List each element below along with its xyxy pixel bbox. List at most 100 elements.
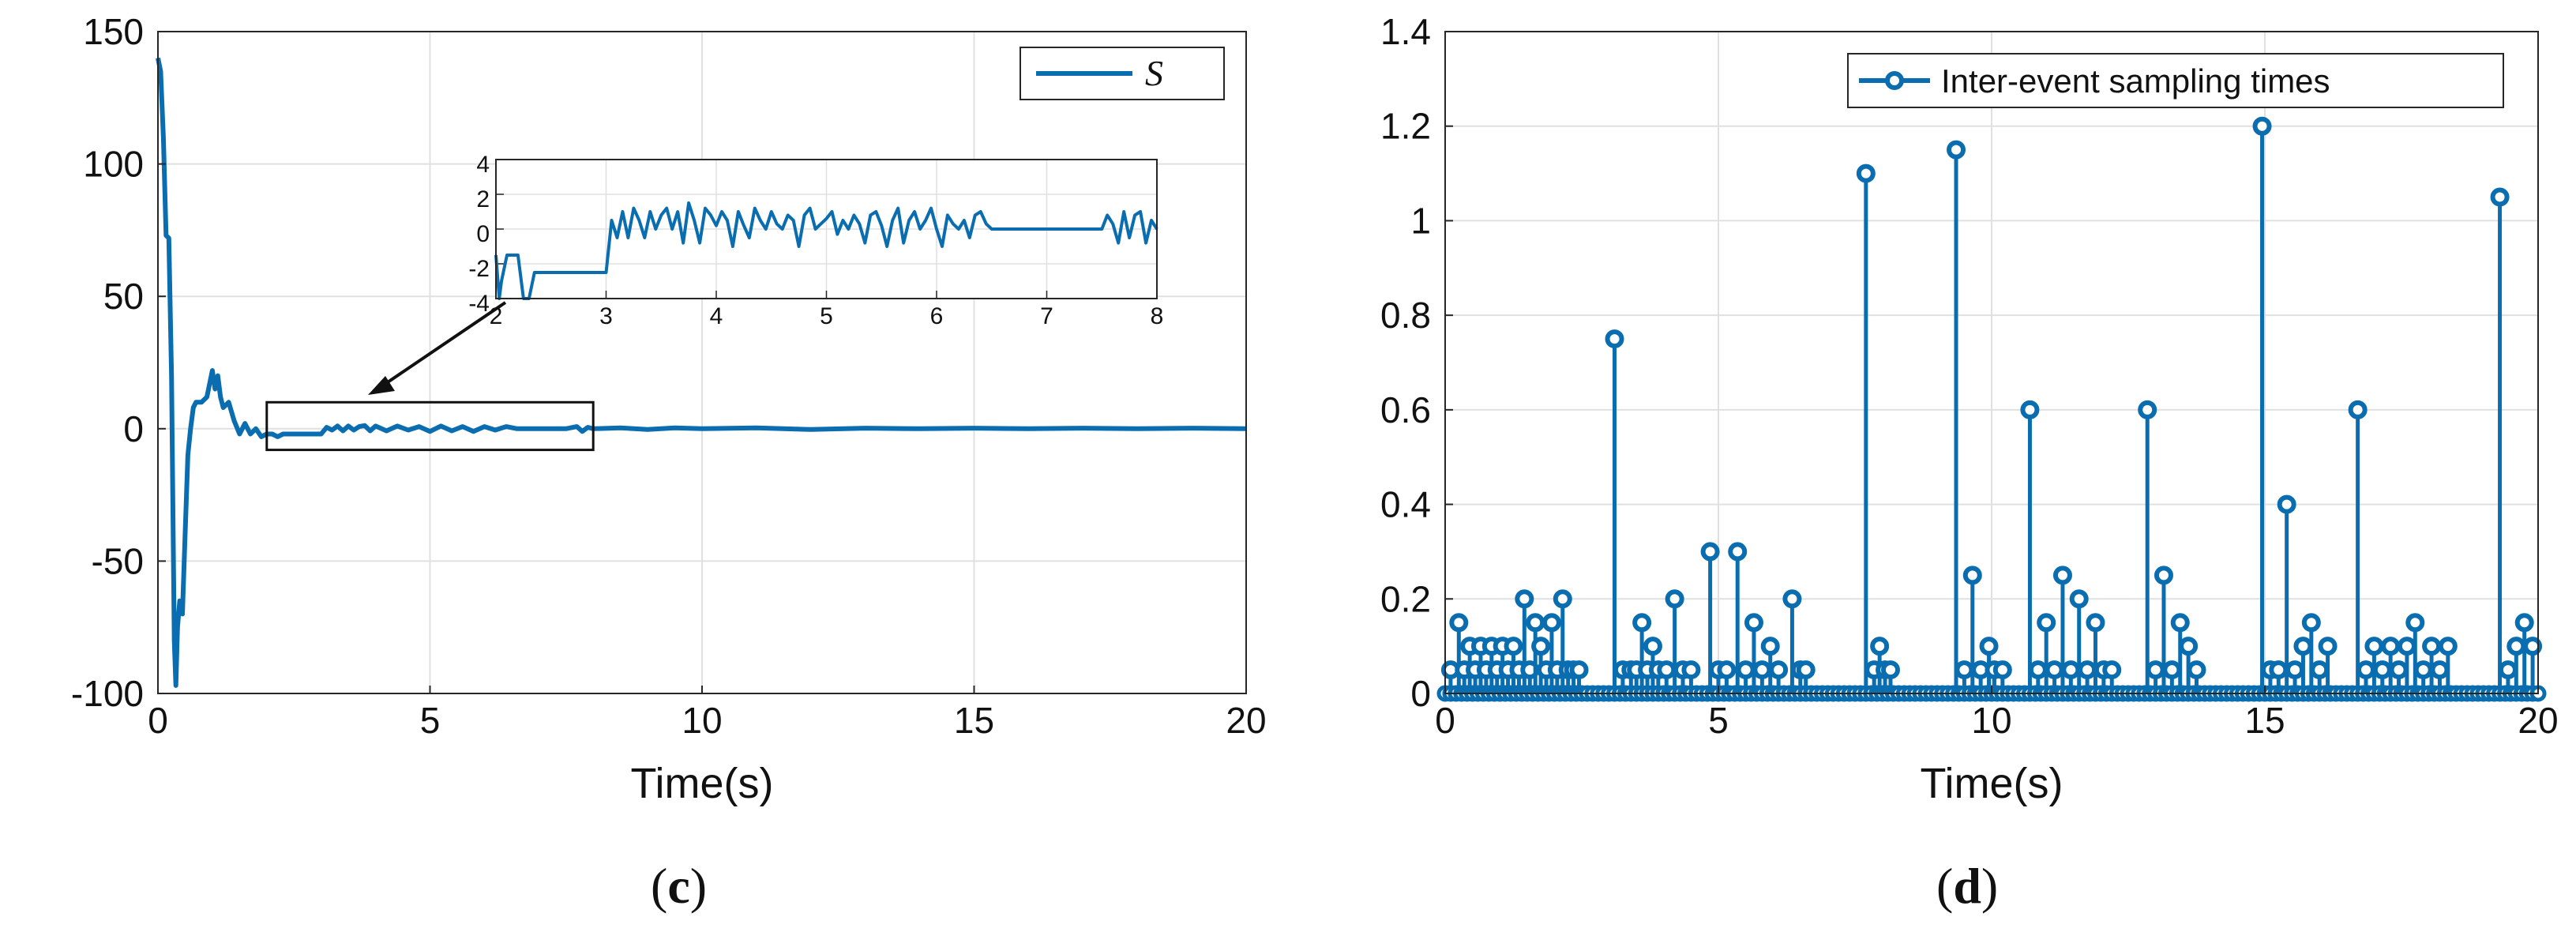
panel-d-x-tick-label: 15 bbox=[2244, 700, 2285, 741]
caption-open-paren: ( bbox=[651, 858, 667, 914]
panel-d-y-tick-label: 1.2 bbox=[1380, 106, 1431, 147]
panel-d-stem-marker bbox=[2293, 637, 2313, 656]
panel-d-stem-marker bbox=[2405, 613, 2425, 633]
panel-d-x-tick-label: 20 bbox=[2518, 700, 2558, 741]
panel-d-stem-marker bbox=[1796, 660, 1816, 680]
caption-open-paren: ( bbox=[1936, 858, 1953, 914]
panel-c-inset-x-tick-label: 4 bbox=[710, 303, 723, 329]
panel-c-zoom-annotation bbox=[265, 301, 595, 452]
panel-d-stem-marker bbox=[1681, 660, 1701, 680]
panel-c-inset-series bbox=[494, 201, 1158, 300]
panel-d-stem-marker bbox=[2318, 637, 2338, 656]
panel-d-stem-marker bbox=[2162, 660, 2182, 680]
panel-d-stem-marker bbox=[1665, 589, 1684, 609]
panel-c-axes-frame bbox=[157, 31, 1247, 694]
panel-c-inset-y-tick-label: 0 bbox=[476, 221, 490, 247]
panel-d-stem-marker bbox=[1979, 637, 1999, 656]
panel-c-inset-series-line-s bbox=[494, 201, 1158, 300]
panel-c-series-line-s bbox=[156, 57, 1247, 688]
panel-c-x-tick-label: 10 bbox=[682, 700, 722, 741]
panel-c-y-tick-label: -50 bbox=[92, 540, 144, 581]
panel-d-stem-marker bbox=[1955, 660, 1974, 680]
panel-d-stem-marker bbox=[1643, 637, 1662, 656]
panel-c-zoom-arrow-line bbox=[379, 301, 507, 389]
panel-c-inset-tick-labels: 2 3 4 5 6 7 8 -4 -2 0 2 4 bbox=[468, 152, 1163, 329]
panel-d-stem-marker bbox=[1769, 660, 1789, 680]
panel-d-legend-label: Inter-event sampling times bbox=[1941, 62, 2330, 100]
panel-d-stem-marker bbox=[1752, 660, 1772, 680]
panel-d-stem-marker bbox=[1717, 660, 1737, 680]
panel-d-stem-marker bbox=[2301, 613, 2321, 633]
panel-d-x-axis-label: Time(s) bbox=[1921, 760, 2063, 807]
panel-d-stem-marker bbox=[2052, 566, 2072, 585]
panel-d-stem-marker bbox=[1657, 660, 1677, 680]
panel-d-stem-marker bbox=[1947, 140, 1966, 160]
panel-c-inset-y-tick-label: -2 bbox=[468, 256, 490, 282]
panel-d-stem-marker bbox=[1449, 613, 1469, 633]
panel-d-chart: 0 5 10 15 20 0 0.2 0.4 0.6 0.8 1 1.2 1.4 Time(s) Int… bbox=[1380, 11, 2559, 914]
caption-close-paren: ) bbox=[690, 858, 707, 914]
panel-c-y-tick-label: 0 bbox=[123, 408, 144, 449]
panel-d-stem-marker bbox=[2523, 637, 2543, 656]
panel-d-stem-marker bbox=[2310, 660, 2330, 680]
panel-c-inset-x-tick-label: 5 bbox=[820, 303, 833, 329]
panel-d-stem-marker bbox=[2372, 660, 2392, 680]
panel-d-stem-marker bbox=[2146, 660, 2165, 680]
panel-d-legend-swatch-marker bbox=[1885, 71, 1904, 90]
panel-c-inset-x-tick-label: 6 bbox=[930, 303, 944, 329]
panel-d-stem-marker bbox=[2269, 660, 2289, 680]
panel-d-y-tick-label: 0 bbox=[1410, 673, 1431, 714]
panel-d-y-tick-label: 1 bbox=[1410, 200, 1431, 241]
panel-d-stem-marker bbox=[1744, 613, 1763, 633]
panel-d-stem-marker bbox=[1632, 613, 1652, 633]
panel-c-inset-x-tick-label: 7 bbox=[1040, 303, 1053, 329]
panel-c-x-tick-label: 20 bbox=[1226, 700, 1266, 741]
panel-d-stem-marker bbox=[2389, 660, 2409, 680]
panel-d-stem-marker bbox=[2430, 660, 2450, 680]
panel-c-y-tick-label: -100 bbox=[71, 673, 144, 714]
panel-d-stem-marker bbox=[2514, 613, 2534, 633]
panel-c-zoom-box bbox=[265, 400, 595, 452]
panel-d-stem-marker bbox=[2102, 660, 2122, 680]
panel-d-stem-marker bbox=[1880, 660, 1900, 680]
panel-d-stem-marker bbox=[2285, 660, 2305, 680]
panel-d-stem-marker bbox=[2348, 400, 2368, 419]
panel-d-stem-marker bbox=[2045, 660, 2064, 680]
panel-d-stem-marker bbox=[1760, 637, 1780, 656]
panel-c-inset-x-tick-label: 3 bbox=[599, 303, 613, 329]
panel-d-stem-marker bbox=[2020, 400, 2040, 419]
panel-d-stem-marker bbox=[1728, 542, 1748, 562]
panel-d-stem-marker bbox=[1782, 589, 1802, 609]
panel-c-y-tick-label: 150 bbox=[83, 11, 144, 52]
panel-d-stem-marker bbox=[1541, 613, 1561, 633]
panel-d-stem-marker bbox=[2356, 660, 2376, 680]
panel-d-y-tick-label: 0.2 bbox=[1380, 578, 1431, 619]
panel-d-stem-marker bbox=[2413, 660, 2433, 680]
panel-d-stem-marker bbox=[2179, 637, 2199, 656]
panel-c-x-tick-label: 15 bbox=[954, 700, 994, 741]
panel-d-stem-marker bbox=[2422, 637, 2442, 656]
panel-c-inset-y-tick-label: 4 bbox=[476, 152, 490, 178]
panel-d-stem-marker bbox=[2252, 116, 2272, 136]
panel-d-stem-marker bbox=[2507, 637, 2526, 656]
panel-d-stem-marker bbox=[1553, 589, 1572, 609]
panel-c-zoom-arrow-head bbox=[368, 376, 395, 395]
panel-c-caption: (c) bbox=[651, 858, 707, 914]
panel-d-stem-marker bbox=[2397, 637, 2416, 656]
panel-d-stem-marker bbox=[1962, 566, 1982, 585]
panel-c-inset: 2 3 4 5 6 7 8 -4 -2 0 2 4 bbox=[468, 152, 1163, 329]
panel-d-stem-marker bbox=[1605, 329, 1624, 349]
panel-d-stem-marker bbox=[1700, 542, 1720, 562]
panel-c-y-tick-label: 50 bbox=[103, 276, 144, 317]
panel-d-stem-marker bbox=[2069, 589, 2089, 609]
panel-d-stem-marker bbox=[1515, 589, 1534, 609]
panel-d-axes-frame bbox=[1444, 31, 2539, 694]
panel-d-stem-marker bbox=[2187, 660, 2206, 680]
panel-d-y-tick-label: 0.6 bbox=[1380, 389, 1431, 430]
panel-d-stem-marker bbox=[2170, 613, 2190, 633]
panel-d-y-tick-label: 0.4 bbox=[1380, 484, 1431, 525]
panel-d-stem-marker bbox=[2490, 187, 2510, 207]
panel-d-legend: Inter-event sampling times bbox=[1847, 53, 2504, 108]
